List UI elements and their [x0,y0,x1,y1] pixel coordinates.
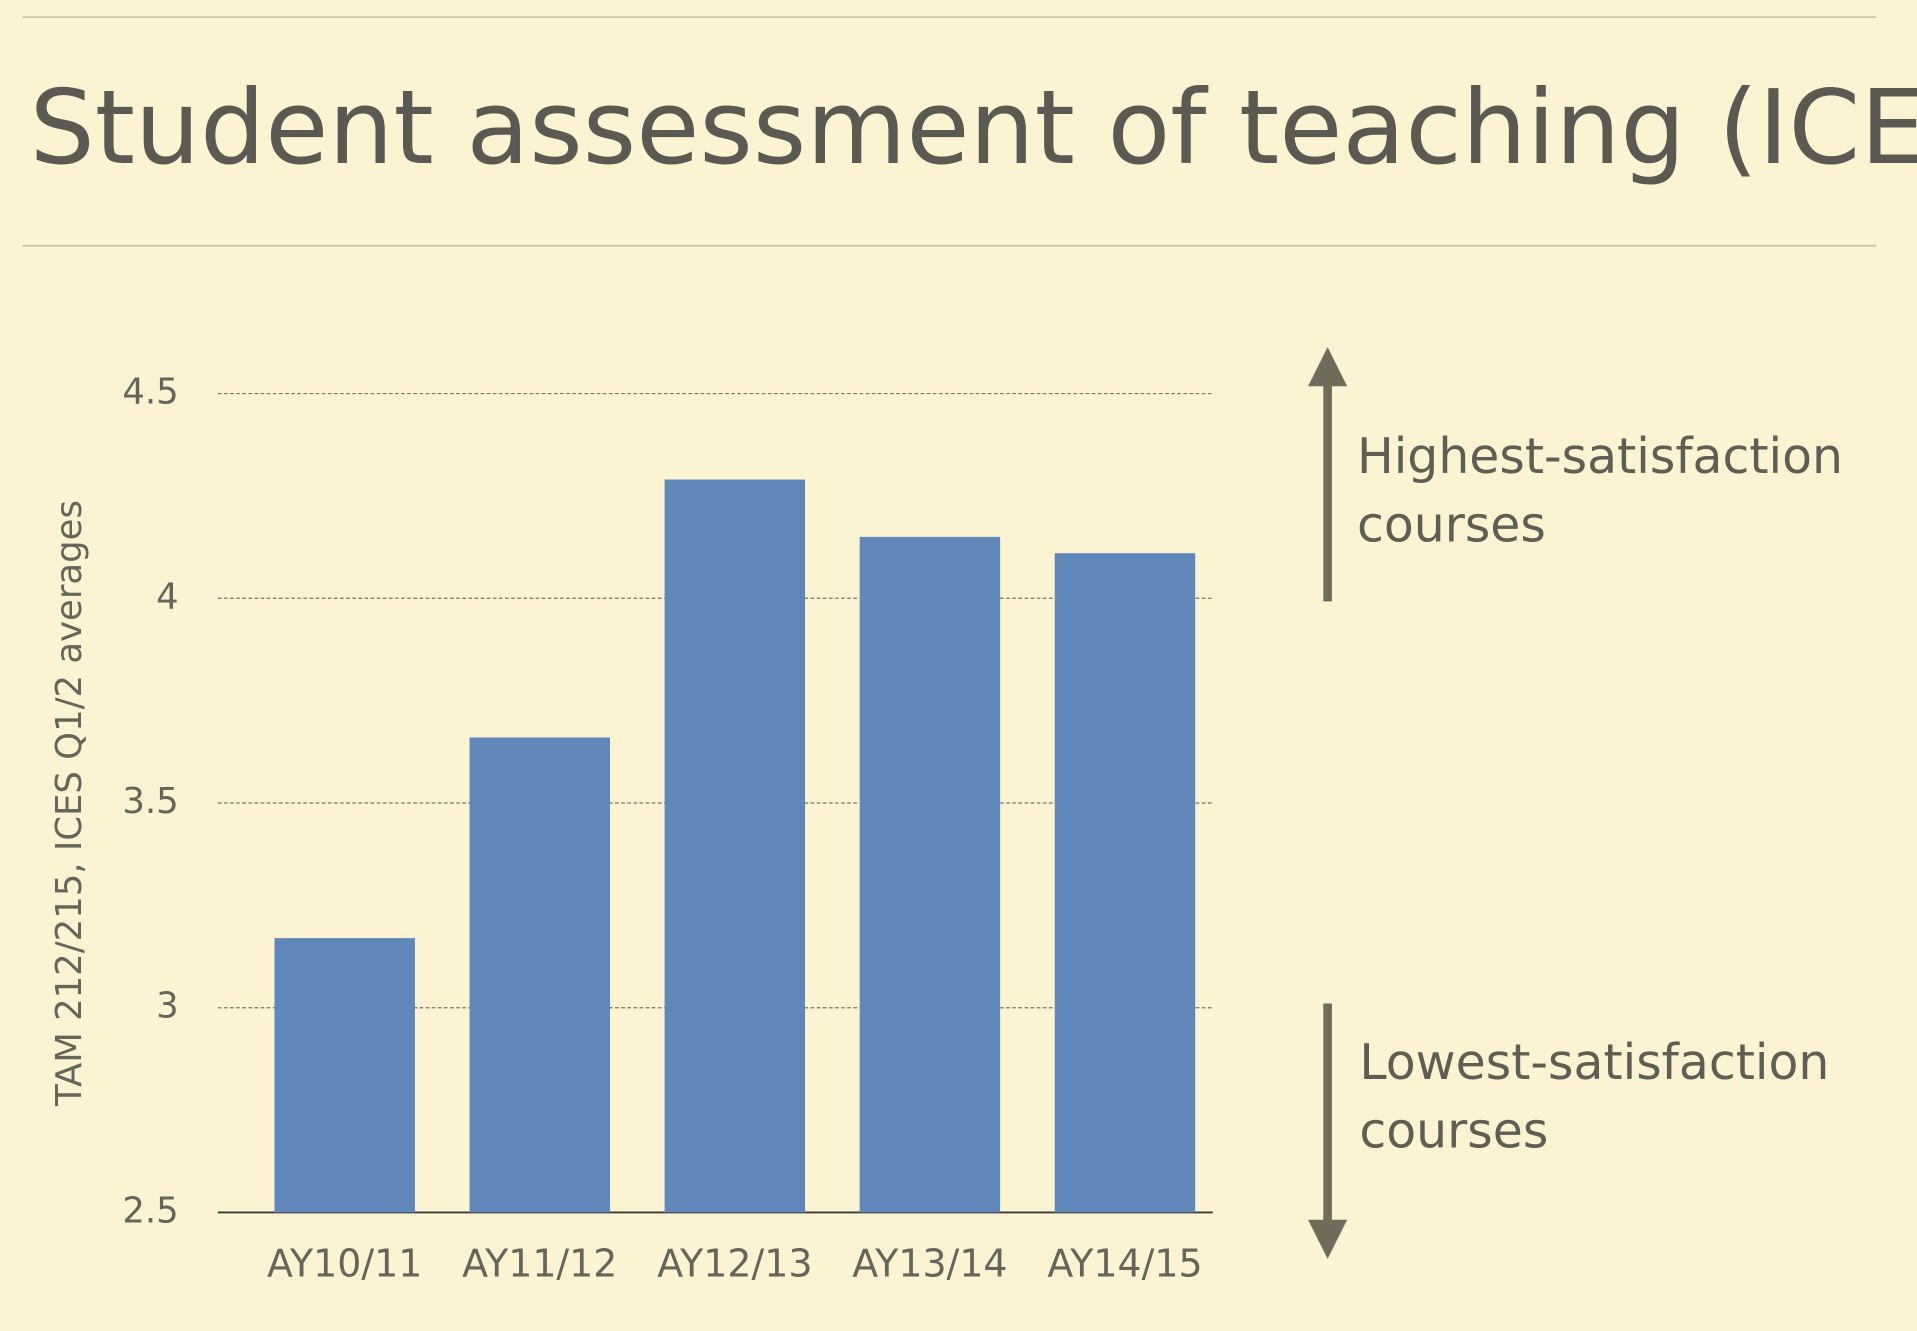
bar [859,536,1001,1213]
bar [664,479,806,1213]
y-tick-label: 2.5 [122,1190,178,1231]
x-tick-label: AY14/15 [1047,1242,1202,1286]
down-arrow [1308,1003,1348,1259]
bar [469,737,610,1213]
y-axis-label: TAM 212/215, ICES Q1/2 averages [49,500,90,1107]
x-tick-label: AY11/12 [462,1242,617,1286]
y-tick-label: 3 [156,986,179,1027]
bar [1054,553,1196,1213]
annotation-box: Highest-satisfaction courses [1356,429,1844,554]
y-tick-label: 3.5 [122,781,178,822]
x-tick-label: AY10/11 [267,1242,422,1286]
annotation: Lowest-satisfaction courses [1359,1035,1830,1160]
y-tick-label: 4.5 [122,372,178,413]
y-tick-label: 4 [156,576,179,617]
bar [274,938,415,1213]
annotation: Highest-satisfaction courses [1356,429,1844,554]
x-tick-label: AY13/14 [852,1242,1007,1286]
up-arrow [1308,347,1348,602]
annotation-box: Lowest-satisfaction courses [1359,1035,1830,1160]
x-tick-label: AY12/13 [657,1242,812,1286]
chart-title: Student assessment of teaching (ICES) [30,69,1917,188]
